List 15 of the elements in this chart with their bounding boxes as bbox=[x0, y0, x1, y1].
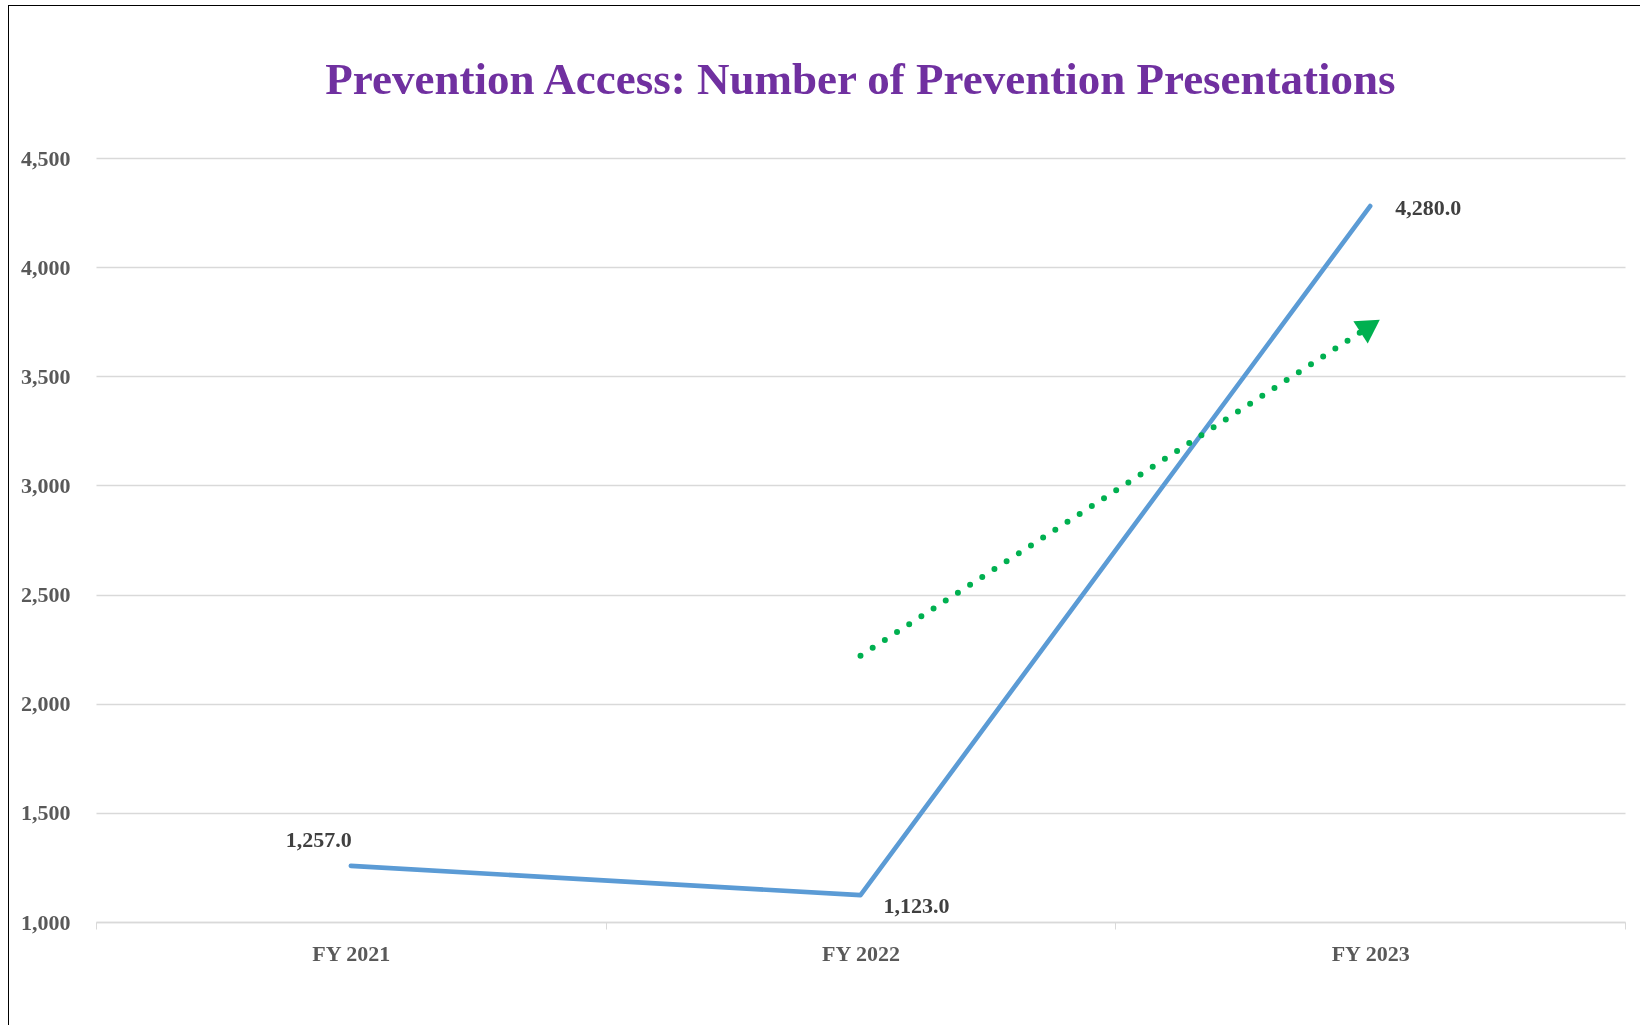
y-tick-label: 2,500 bbox=[21, 582, 71, 608]
y-tick-label: 2,000 bbox=[21, 691, 71, 717]
y-tick-label: 3,500 bbox=[21, 363, 71, 389]
x-tick-label: FY 2021 bbox=[312, 940, 391, 966]
y-tick-label: 3,000 bbox=[21, 472, 71, 498]
x-tick-label: FY 2023 bbox=[1331, 940, 1410, 966]
data-label: 4,280.0 bbox=[1395, 195, 1462, 221]
x-tick-label: FY 2022 bbox=[821, 940, 901, 966]
y-tick-label: 1,000 bbox=[21, 909, 71, 935]
y-tick-label: 4,000 bbox=[21, 254, 71, 280]
data-label: 1,257.0 bbox=[285, 826, 352, 852]
chart-title: Prevention Access: Number of Prevention Presentations bbox=[325, 54, 1396, 104]
y-tick-label: 4,500 bbox=[21, 145, 71, 171]
data-label: 1,123.0 bbox=[883, 893, 950, 919]
y-tick-label: 1,500 bbox=[21, 800, 71, 826]
